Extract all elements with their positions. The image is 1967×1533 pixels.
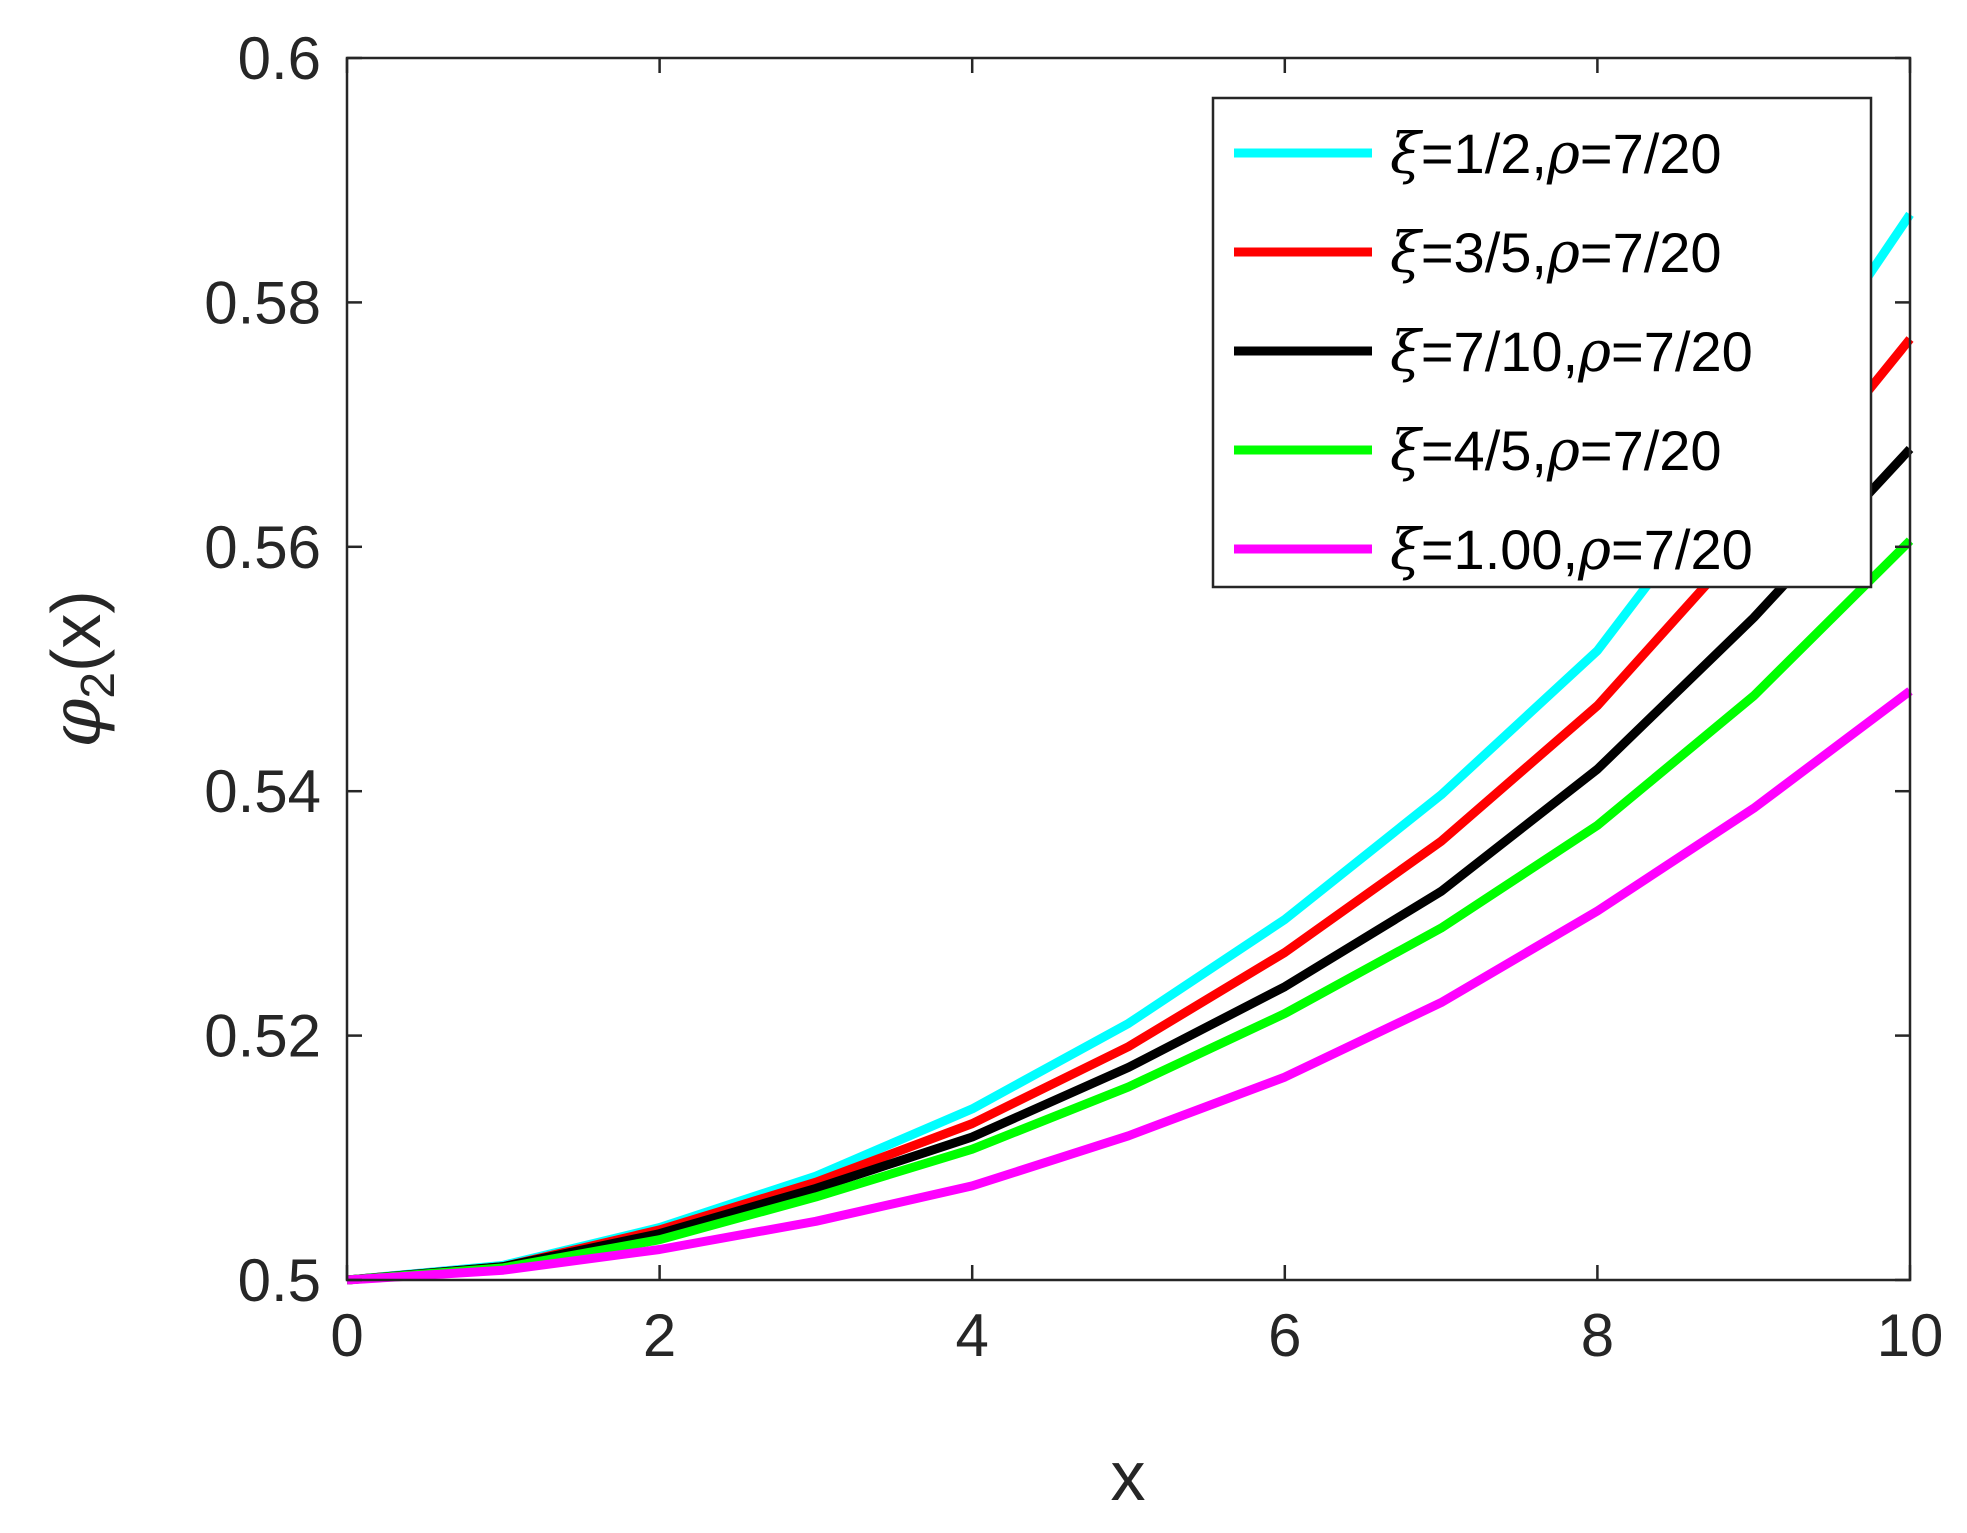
legend-label-4: ξ=4/5,ρ=7/20	[1390, 419, 1722, 484]
x-tick-label: 2	[643, 1302, 676, 1369]
legend-entries: ξ=1/2,ρ=7/20 ξ=3/5,ρ=7/20 ξ=7/10,ρ=7/20 ξ=4…	[1234, 122, 1753, 583]
y-tick-label: 0.6	[238, 25, 321, 92]
y-tick-label: 0.56	[204, 514, 321, 581]
legend-label-5: ξ=1.00,ρ=7/20	[1390, 518, 1753, 583]
y-tick-label: 0.52	[204, 1003, 321, 1070]
x-tick-label: 10	[1877, 1302, 1944, 1369]
series-line-5	[346, 687, 1913, 1285]
x-tick-label: 8	[1581, 1302, 1614, 1369]
y-axis-label-symbol: φ	[35, 699, 117, 748]
x-tick-label: 4	[956, 1302, 989, 1369]
x-tick-label: 0	[330, 1302, 363, 1369]
y-tick-label: 0.5	[238, 1247, 321, 1314]
x-axis-label: x	[1111, 1437, 1146, 1515]
x-tick-label: 6	[1268, 1302, 1301, 1369]
y-tick-label: 0.54	[204, 758, 321, 825]
y-axis-label-suffix: (x)	[37, 590, 115, 672]
y-tick-label: 0.58	[204, 269, 321, 336]
series-line-4	[346, 537, 1914, 1285]
axis-ticks: 0 2 4 6 8 10 0.5 0.52 0.54 0.56 0.58 0.6	[204, 25, 1943, 1369]
legend-box	[1211, 96, 1873, 589]
legend: ξ=1/2,ρ=7/20 ξ=3/5,ρ=7/20 ξ=7/10,ρ=7/20 ξ=4…	[1211, 96, 1873, 589]
legend-label-3: ξ=7/10,ρ=7/20	[1390, 320, 1753, 385]
legend-label-2: ξ=3/5,ρ=7/20	[1390, 221, 1722, 286]
plot-area-border	[345, 56, 1912, 1282]
y-axis-label-subscript: 2	[72, 672, 125, 699]
y-axis-label: φ2(x)	[35, 590, 125, 747]
legend-label-1: ξ=1/2,ρ=7/20	[1390, 122, 1722, 187]
